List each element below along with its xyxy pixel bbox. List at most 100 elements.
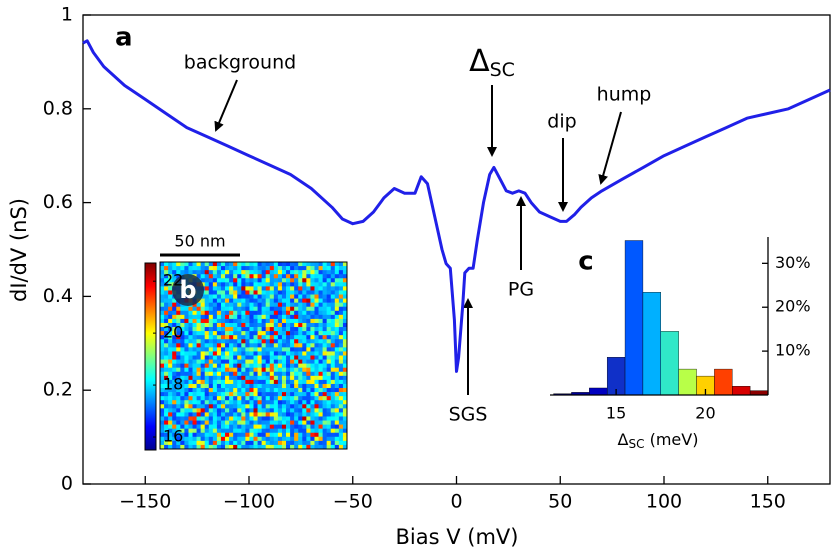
map-cell — [257, 428, 262, 434]
map-cell — [318, 327, 323, 332]
map-cell — [257, 408, 262, 413]
map-cell — [290, 331, 295, 336]
map-cell — [318, 314, 323, 320]
map-cell — [273, 355, 279, 360]
map-cell — [200, 355, 206, 360]
map-cell — [233, 286, 238, 291]
map-cell — [326, 379, 332, 385]
map-cell — [184, 416, 189, 421]
map-cell — [286, 262, 291, 267]
map-cell — [229, 367, 234, 373]
map-cell — [273, 408, 279, 413]
map-cell — [338, 408, 344, 413]
map-cell — [196, 355, 201, 360]
map-cell — [334, 266, 340, 271]
map-cell — [281, 327, 287, 332]
map-cell — [180, 416, 185, 421]
map-cell — [253, 343, 258, 348]
map-cell — [273, 286, 279, 291]
map-cell — [306, 290, 311, 295]
map-cell — [322, 262, 327, 267]
map-cell — [253, 339, 258, 344]
map-cell — [257, 322, 262, 328]
map-cell — [322, 343, 327, 348]
map-cell — [249, 400, 254, 405]
map-cell — [220, 400, 226, 405]
map-cell — [225, 383, 230, 389]
map-cell — [164, 363, 169, 368]
map-cell — [302, 335, 307, 340]
map-cell — [204, 436, 210, 442]
bar — [749, 390, 769, 396]
map-cell — [257, 270, 262, 275]
map-cell — [257, 278, 262, 283]
map-cell — [330, 388, 336, 393]
map-cell — [233, 355, 238, 360]
map-cell — [204, 298, 210, 303]
map-cell — [196, 412, 201, 417]
map-cell — [212, 314, 218, 320]
map-cell — [237, 392, 242, 397]
map-cell — [220, 444, 226, 450]
map-cell — [225, 327, 230, 332]
map-cell — [208, 302, 214, 308]
map-cell — [302, 270, 307, 275]
map-cell — [338, 432, 344, 438]
map-cell — [290, 351, 295, 356]
map-cell — [200, 347, 206, 352]
map-cell — [290, 363, 295, 368]
map-cell — [318, 351, 323, 356]
map-cell — [290, 412, 295, 417]
map-cell — [281, 359, 287, 364]
map-cell — [216, 408, 222, 413]
map-cell — [212, 444, 218, 450]
map-cell — [229, 335, 234, 340]
map-cell — [261, 416, 266, 421]
map-cell — [330, 294, 336, 299]
map-cell — [286, 290, 291, 295]
map-cell — [302, 298, 307, 303]
map-cell — [338, 286, 344, 291]
map-cell — [298, 318, 303, 324]
map-cell — [290, 404, 295, 409]
map-cell — [237, 363, 242, 368]
map-cell — [188, 322, 193, 328]
map-cell — [208, 400, 214, 405]
map-cell — [160, 331, 165, 336]
map-cell — [257, 343, 262, 348]
map-cell — [277, 383, 283, 389]
map-cell — [168, 408, 173, 413]
map-cell — [277, 286, 283, 291]
map-cell — [338, 436, 344, 442]
map-cell — [249, 274, 254, 279]
map-cell — [286, 282, 291, 287]
map-cell — [192, 310, 197, 316]
map-cell — [237, 286, 242, 291]
map-cell — [290, 290, 295, 295]
map-cell — [277, 282, 283, 287]
map-cell — [180, 331, 185, 336]
map-cell — [225, 420, 230, 425]
map-cell — [241, 396, 246, 401]
map-cell — [273, 310, 279, 316]
map-cell — [237, 298, 242, 303]
map-cell — [160, 375, 165, 381]
map-cell — [330, 408, 336, 413]
map-cell — [225, 274, 230, 279]
map-cell — [342, 290, 348, 295]
map-cell — [192, 363, 197, 368]
map-cell — [245, 371, 250, 377]
map-cell — [196, 270, 201, 275]
map-cell — [160, 367, 165, 373]
map-cell — [334, 436, 340, 442]
map-cell — [172, 347, 177, 352]
map-cell — [160, 392, 165, 397]
map-cell — [322, 392, 327, 397]
map-cell — [277, 416, 283, 421]
bar — [589, 387, 608, 396]
map-cell — [216, 318, 222, 324]
map-cell — [160, 444, 165, 450]
map-cell — [204, 400, 210, 405]
map-cell — [172, 440, 177, 446]
map-cell — [261, 274, 266, 279]
